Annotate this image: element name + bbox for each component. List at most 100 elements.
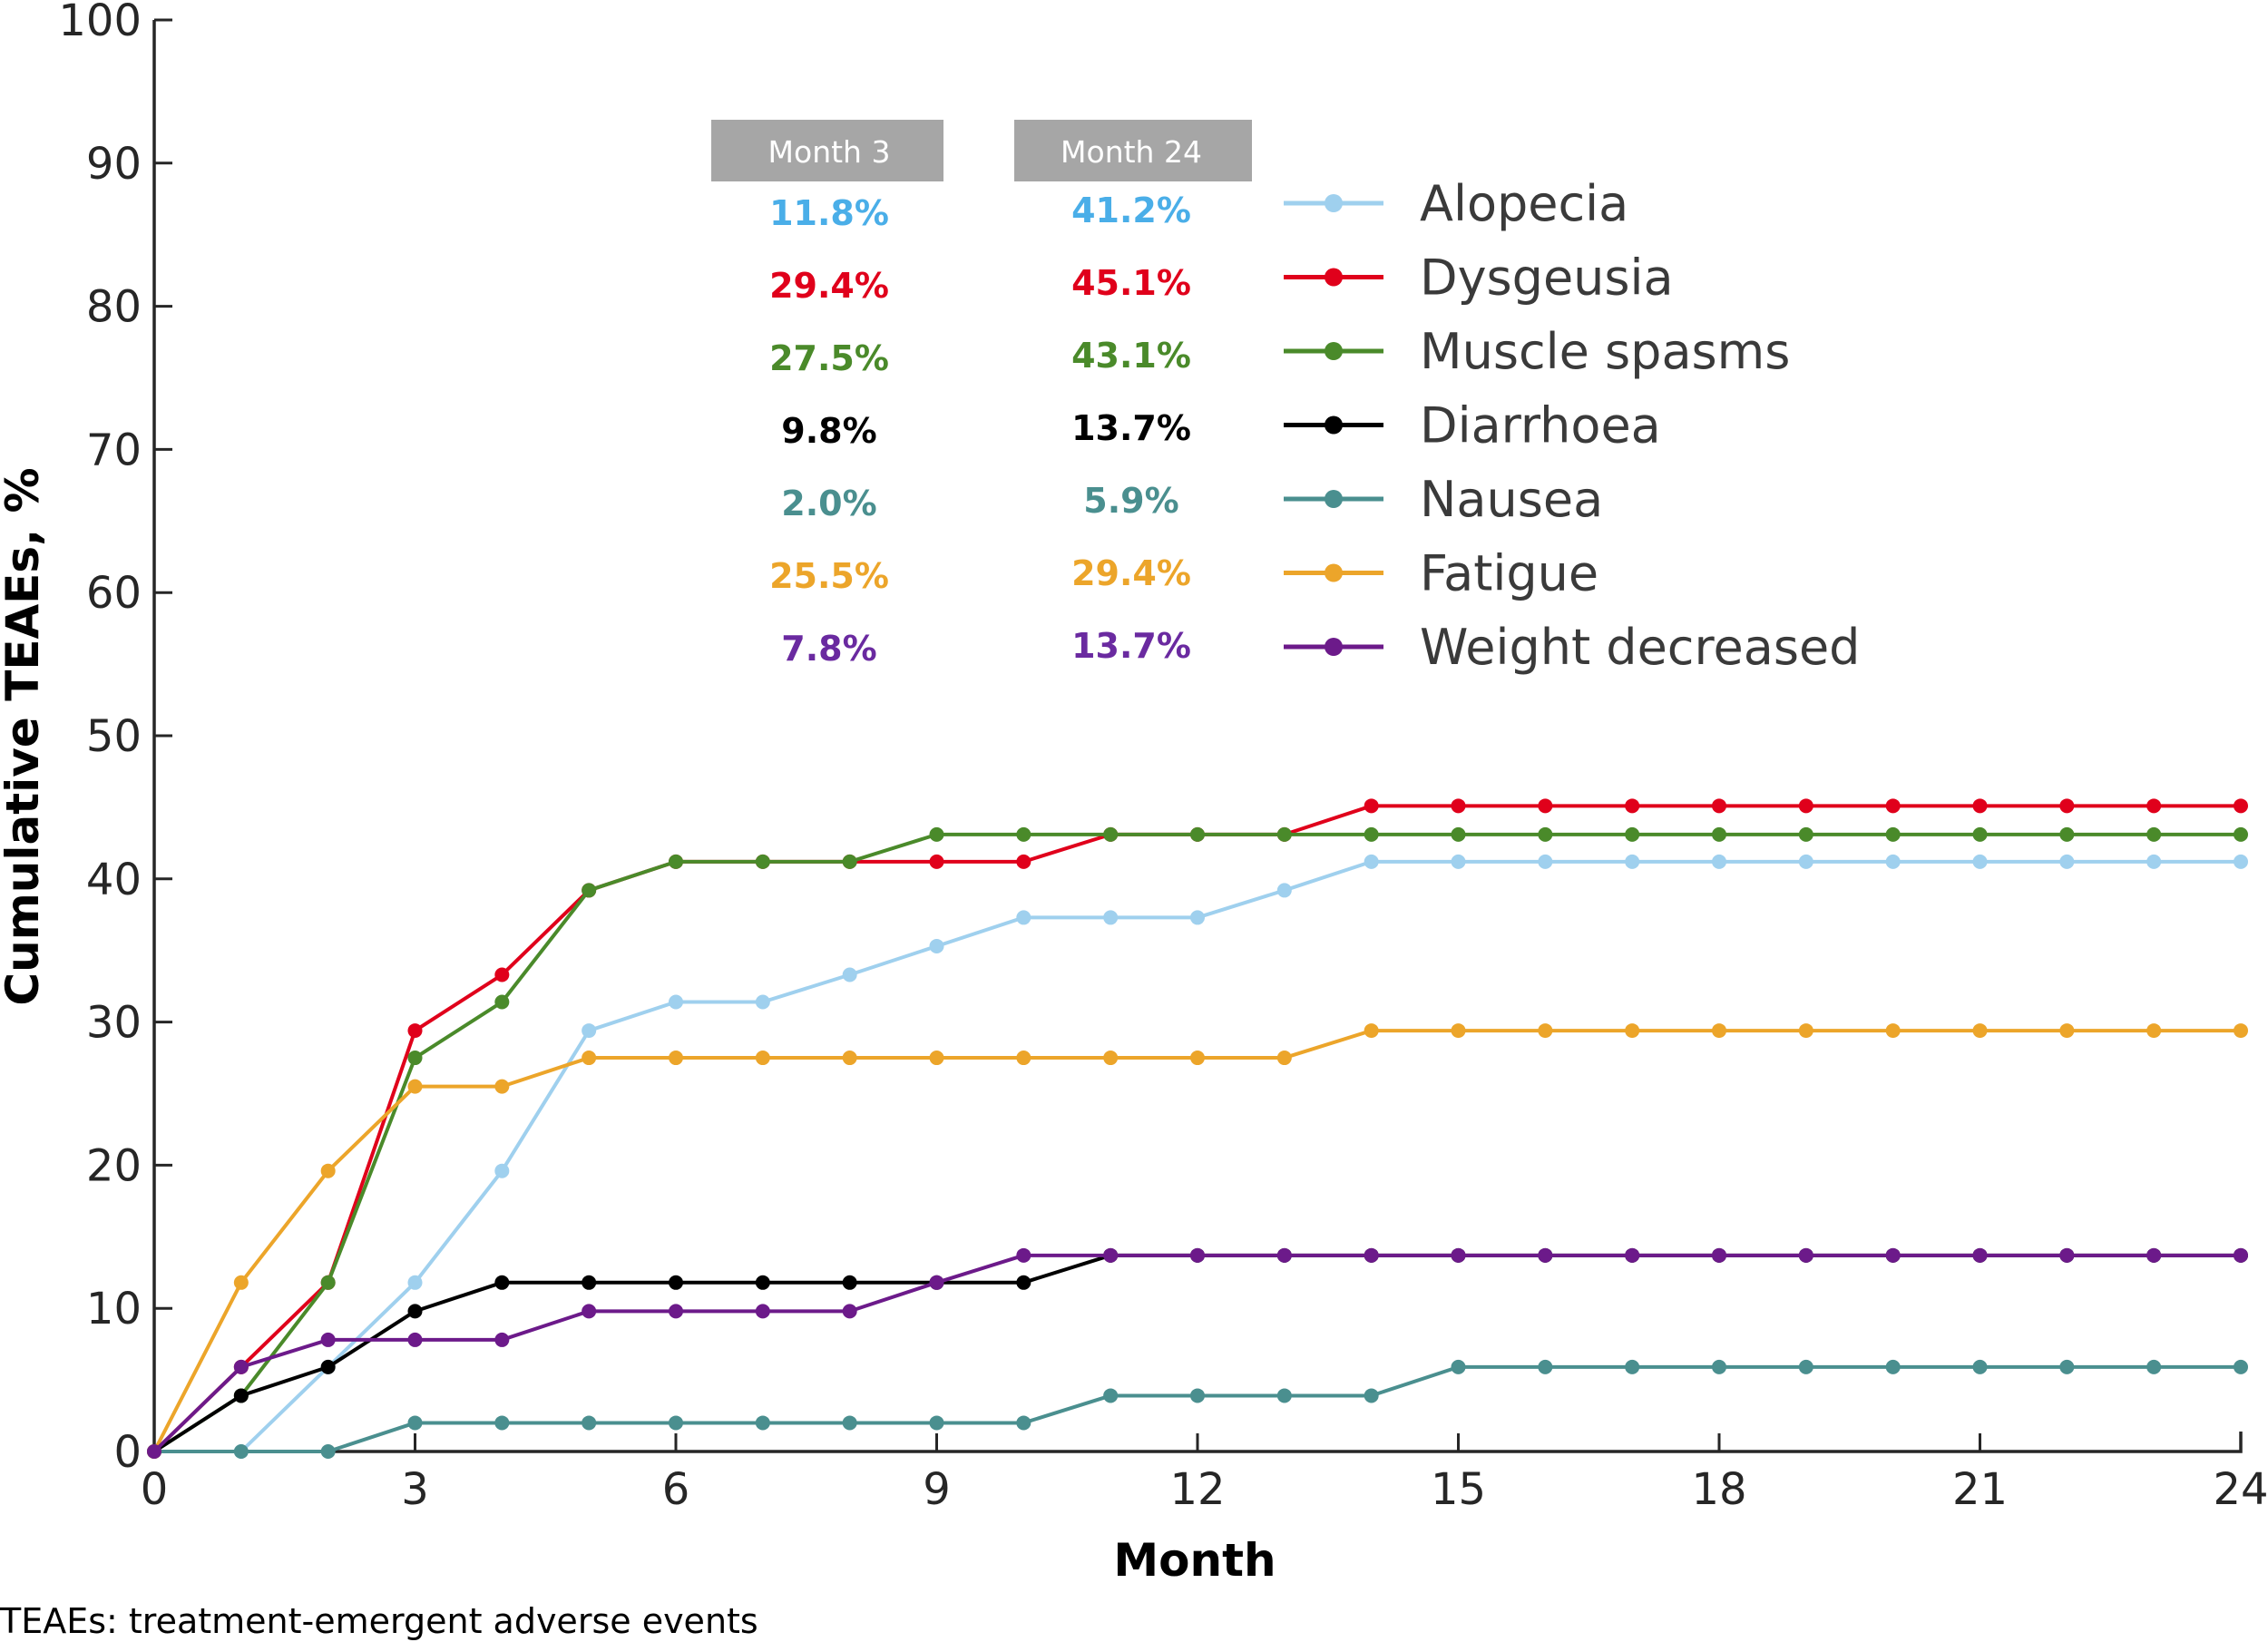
data-point-alopecia — [2234, 854, 2248, 869]
data-point-muscle-spasms — [1364, 826, 1379, 842]
data-point-fatigue — [1625, 1023, 1640, 1039]
data-point-muscle-spasms — [1190, 826, 1205, 842]
data-point-muscle-spasms — [1016, 826, 1031, 842]
data-point-alopecia — [1103, 910, 1119, 925]
data-point-fatigue — [1885, 1023, 1901, 1039]
legend-marker — [1325, 638, 1343, 656]
data-point-diarrhoea — [582, 1275, 597, 1290]
table-header-box — [1014, 120, 1252, 181]
table-cell-month24: 41.2% — [1071, 191, 1191, 230]
data-point-nausea — [320, 1444, 336, 1459]
y-axis-title: Cumulative TEAEs, % — [0, 467, 49, 1005]
data-point-nausea — [233, 1444, 249, 1459]
legend-label: Dysgeusia — [1420, 249, 1674, 307]
data-point-fatigue — [2234, 1023, 2248, 1039]
legend: Alopecia Dysgeusia Muscle spasms Diarrhoea N… — [1284, 175, 1860, 676]
series-nausea — [147, 1359, 2248, 1459]
data-point-nausea — [1016, 1415, 1031, 1431]
data-point-weight-decreased — [1451, 1247, 1466, 1263]
table-cell-month3: 25.5% — [769, 556, 889, 596]
data-point-alopecia — [1625, 854, 1640, 869]
x-tick-label: 21 — [1952, 1464, 2008, 1515]
x-tick-label: 15 — [1431, 1464, 1486, 1515]
legend-entry-alopecia: Alopecia — [1284, 175, 1628, 232]
data-point-dysgeusia — [929, 854, 944, 869]
data-point-muscle-spasms — [842, 854, 857, 869]
data-point-weight-decreased — [2059, 1247, 2075, 1263]
data-point-fatigue — [1538, 1023, 1553, 1039]
data-point-muscle-spasms — [1451, 826, 1466, 842]
data-point-weight-decreased — [1364, 1247, 1379, 1263]
data-point-weight-decreased — [2146, 1247, 2162, 1263]
x-tick-label: 18 — [1691, 1464, 1746, 1515]
data-point-alopecia — [494, 1163, 510, 1178]
data-point-nausea — [1885, 1359, 1901, 1374]
data-point-alopecia — [2059, 854, 2075, 869]
footnote: TEAEs: treatment-emergent adverse events — [0, 1601, 758, 1641]
data-point-nausea — [1190, 1388, 1205, 1403]
data-point-weight-decreased — [494, 1332, 510, 1347]
data-point-alopecia — [1798, 854, 1813, 869]
data-point-nausea — [1972, 1359, 1988, 1374]
data-point-nausea — [1625, 1359, 1640, 1374]
data-point-weight-decreased — [1712, 1247, 1726, 1263]
data-point-muscle-spasms — [1885, 826, 1901, 842]
data-point-dysgeusia — [2059, 798, 2075, 814]
data-point-dysgeusia — [1885, 798, 1901, 814]
data-point-nausea — [1538, 1359, 1553, 1374]
data-point-alopecia — [1364, 854, 1379, 869]
annotation-table: Month 3 Month 24 11.8% 41.2% 29.4% 45.1% 27.5%… — [711, 120, 1252, 669]
legend-label: Weight decreased — [1420, 619, 1860, 676]
data-point-alopecia — [755, 994, 770, 1010]
data-point-alopecia — [582, 1023, 597, 1039]
x-tick-label: 12 — [1169, 1464, 1225, 1515]
data-point-muscle-spasms — [1538, 826, 1553, 842]
legend-entry-weight-decreased: Weight decreased — [1284, 619, 1860, 676]
x-tick-label: 6 — [662, 1464, 690, 1515]
legend-marker — [1325, 342, 1343, 360]
data-point-diarrhoea — [494, 1275, 510, 1290]
data-point-fatigue — [1190, 1051, 1205, 1066]
data-point-muscle-spasms — [1625, 826, 1640, 842]
data-point-nausea — [1712, 1359, 1726, 1374]
data-point-alopecia — [1276, 883, 1292, 898]
table-cell-month24: 43.1% — [1071, 336, 1191, 376]
legend-entry-dysgeusia: Dysgeusia — [1284, 249, 1674, 307]
y-tick-label: 50 — [86, 711, 142, 762]
data-point-weight-decreased — [1190, 1247, 1205, 1263]
y-tick-label: 70 — [86, 425, 142, 475]
data-point-nausea — [582, 1415, 597, 1431]
data-point-alopecia — [1538, 854, 1553, 869]
y-tick-label: 20 — [86, 1140, 142, 1191]
data-point-weight-decreased — [1798, 1247, 1813, 1263]
data-point-dysgeusia — [407, 1023, 423, 1039]
data-point-nausea — [2146, 1359, 2162, 1374]
data-point-weight-decreased — [1276, 1247, 1292, 1263]
data-point-fatigue — [1016, 1051, 1031, 1066]
table-cell-month3: 29.4% — [769, 266, 889, 306]
legend-entry-fatigue: Fatigue — [1284, 545, 1598, 602]
data-point-fatigue — [1451, 1023, 1466, 1039]
data-point-dysgeusia — [2234, 798, 2248, 814]
data-point-nausea — [494, 1415, 510, 1431]
table-header: Month 3 — [768, 134, 891, 170]
legend-marker — [1325, 563, 1343, 582]
data-point-dysgeusia — [1798, 798, 1813, 814]
data-point-nausea — [1798, 1359, 1813, 1374]
data-point-muscle-spasms — [494, 994, 510, 1010]
data-point-weight-decreased — [582, 1304, 597, 1319]
data-point-diarrhoea — [755, 1275, 770, 1290]
data-point-dysgeusia — [1712, 798, 1726, 814]
data-point-muscle-spasms — [1798, 826, 1813, 842]
data-point-dysgeusia — [1451, 798, 1466, 814]
data-point-alopecia — [1451, 854, 1466, 869]
data-point-weight-decreased — [1885, 1247, 1901, 1263]
data-point-nausea — [755, 1415, 770, 1431]
data-point-alopecia — [1885, 854, 1901, 869]
data-point-weight-decreased — [755, 1304, 770, 1319]
data-point-fatigue — [929, 1051, 944, 1066]
data-point-nausea — [929, 1415, 944, 1431]
data-point-alopecia — [669, 994, 683, 1010]
data-point-muscle-spasms — [1972, 826, 1988, 842]
data-point-fatigue — [842, 1051, 857, 1066]
